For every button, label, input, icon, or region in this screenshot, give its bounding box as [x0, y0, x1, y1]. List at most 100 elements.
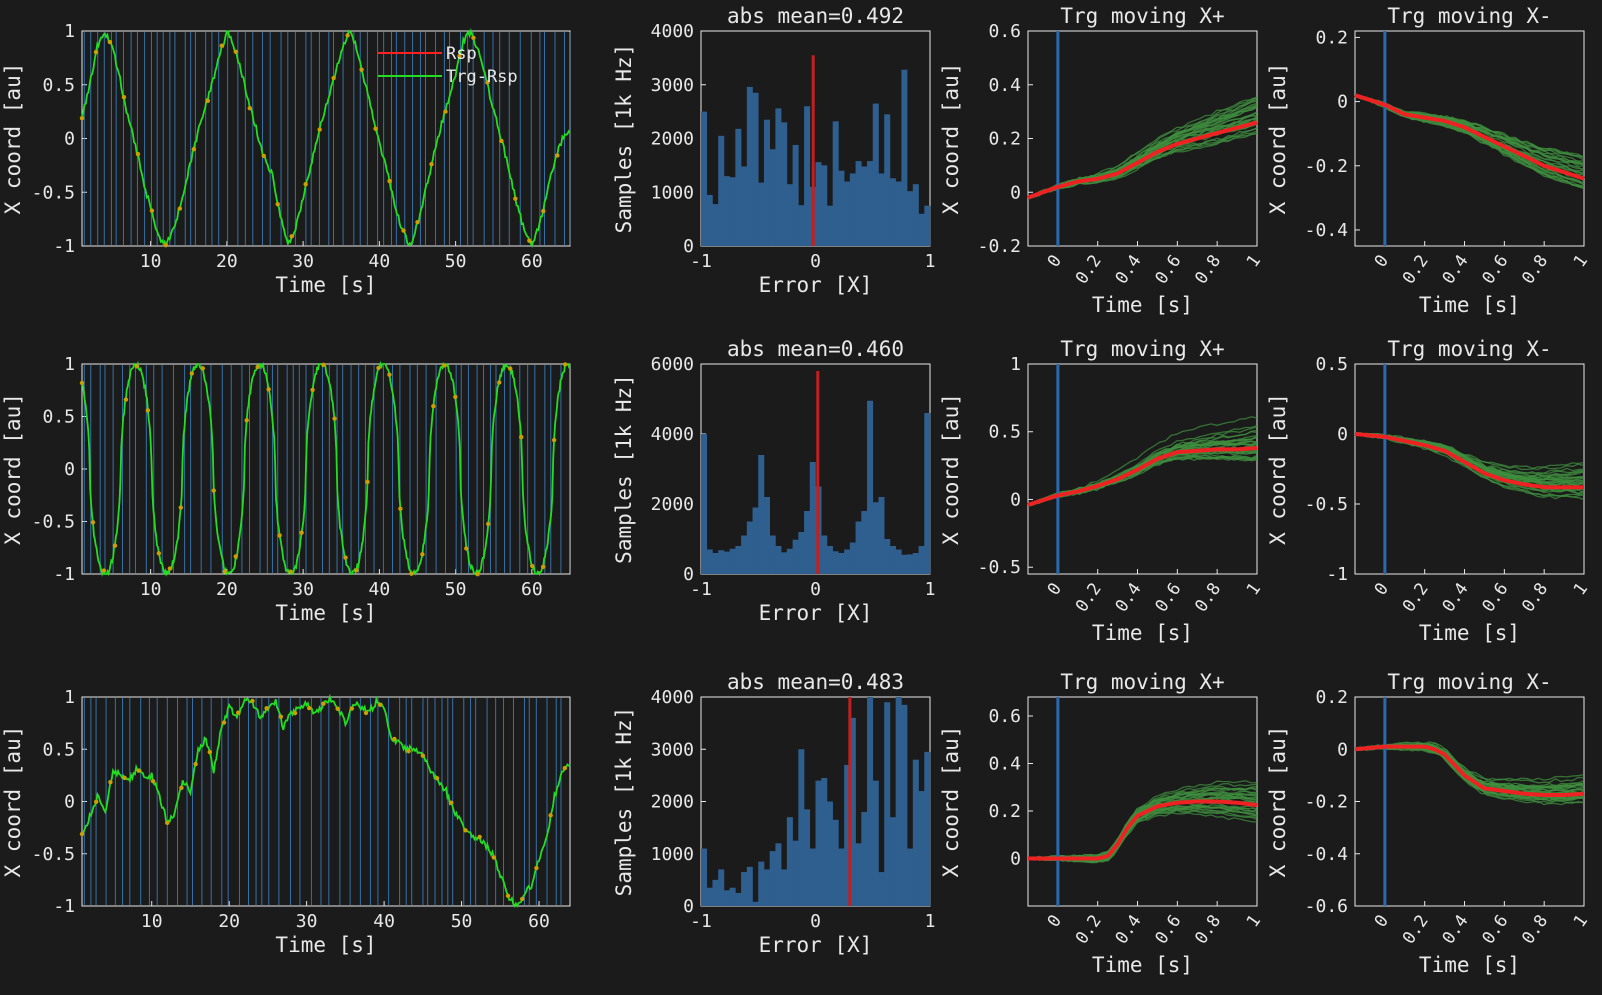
- y-tick-label: 0: [64, 792, 75, 813]
- x-tick-label: 20: [218, 911, 240, 932]
- y-tick-label: -0.5: [1305, 494, 1348, 515]
- chart-title: Trg moving X+: [1060, 337, 1224, 361]
- sample-marker: [464, 546, 469, 551]
- sample-marker: [415, 219, 420, 225]
- histogram-bar: [844, 181, 851, 246]
- y-tick-label: 0: [1010, 489, 1021, 510]
- histogram-bar: [792, 840, 799, 906]
- x-tick-label: 30: [296, 911, 318, 932]
- histogram-bar: [763, 869, 770, 906]
- y-axis-label: X coord [au]: [1266, 726, 1290, 878]
- panel-r2-minus: 0 0.2 0.4 0.6 0.8 1 -1 -0.5 0 0.5 Time [s] X coord …: [1266, 337, 1592, 645]
- histogram-bar: [752, 92, 759, 246]
- y-tick-label: 0.6: [988, 706, 1021, 727]
- histogram-bar: [741, 535, 748, 574]
- x-tick-label: 0.4: [1112, 911, 1146, 948]
- response-line: [81, 693, 571, 909]
- x-tick-label: 1: [1243, 251, 1265, 271]
- histogram-bar: [832, 819, 839, 906]
- y-tick-label: 0.5: [988, 422, 1021, 443]
- sample-marker: [485, 80, 490, 85]
- sample-marker: [486, 521, 491, 527]
- histogram-bar: [901, 554, 908, 574]
- histogram-bar: [832, 551, 839, 574]
- x-tick-label: 10: [140, 579, 162, 600]
- histogram-bar: [872, 103, 879, 246]
- histogram-bar: [884, 114, 891, 246]
- histogram-bar: [872, 502, 879, 574]
- sample-marker: [359, 67, 364, 72]
- histogram-bar: [701, 111, 708, 246]
- x-tick-label: 1: [925, 251, 936, 272]
- x-tick-label: 0: [1371, 579, 1393, 599]
- panel-r2-trace: 10 20 30 40 50 60 -1 -0.5 0 0.5 1 Time [s] X coord […: [1, 354, 571, 625]
- histogram-bar: [718, 135, 725, 246]
- histogram-bar: [924, 205, 931, 246]
- sample-marker: [303, 182, 308, 187]
- x-tick-label: 0: [810, 911, 821, 932]
- x-tick-label: 0.4: [1439, 911, 1473, 948]
- trial-trace: [1355, 432, 1584, 482]
- histogram-bar: [907, 554, 914, 574]
- sample-marker: [79, 380, 85, 386]
- sample-marker: [150, 778, 156, 784]
- sample-marker: [365, 479, 370, 485]
- histogram-bar: [878, 872, 885, 906]
- sample-marker: [376, 365, 381, 371]
- y-tick-label: 1000: [651, 182, 694, 203]
- histogram-bar: [718, 550, 725, 574]
- sample-marker: [349, 706, 355, 711]
- sample-marker: [163, 243, 169, 248]
- x-tick-label: 1: [1570, 251, 1592, 271]
- histogram-bar: [706, 549, 713, 574]
- x-axis-label: Time [s]: [1419, 953, 1520, 977]
- histogram-bar: [746, 866, 753, 906]
- chart-title: Trg moving X-: [1387, 4, 1551, 28]
- y-tick-label: 1: [64, 687, 75, 708]
- sample-marker: [79, 116, 85, 121]
- mean-trace: [1028, 799, 1258, 861]
- y-tick-label: -0.4: [1305, 220, 1348, 241]
- histogram-bar: [884, 539, 891, 574]
- y-tick-label: 0: [683, 896, 694, 917]
- y-axis-label: X coord [au]: [1266, 393, 1290, 545]
- histogram-bar: [723, 551, 730, 574]
- sample-marker: [123, 397, 129, 402]
- x-tick-label: 50: [445, 579, 467, 600]
- chart-title: Trg moving X-: [1387, 670, 1551, 694]
- sample-marker: [392, 736, 397, 742]
- target-line: [81, 28, 571, 248]
- x-tick-label: 0.8: [1518, 579, 1552, 616]
- histogram-bar: [712, 553, 719, 574]
- histogram-bar: [746, 86, 753, 247]
- x-tick-label: 50: [451, 911, 473, 932]
- histogram-bar: [746, 521, 753, 574]
- x-axis-label: Error [X]: [759, 601, 873, 625]
- x-axis-label: Error [X]: [759, 933, 873, 957]
- histogram-bar: [855, 161, 862, 246]
- x-tick-label: 0.6: [1151, 579, 1185, 616]
- histogram-bar: [918, 546, 925, 574]
- sample-marker: [310, 387, 315, 393]
- sample-marker: [442, 363, 447, 368]
- y-tick-label: -0.4: [1305, 844, 1348, 865]
- sample-marker: [519, 434, 524, 440]
- sample-marker: [261, 153, 266, 159]
- sample-marker: [275, 202, 280, 207]
- trial-trace: [1028, 96, 1257, 198]
- sample-marker: [93, 49, 99, 55]
- x-tick-label: -1: [690, 579, 712, 600]
- sample-marker: [453, 394, 458, 400]
- x-tick-label: 0.2: [1399, 251, 1433, 288]
- histogram-bar: [741, 872, 748, 906]
- x-tick-label: 50: [445, 251, 467, 272]
- x-tick-label: 0.2: [1072, 251, 1106, 288]
- histogram-bar: [912, 184, 919, 246]
- sample-marker: [499, 138, 504, 144]
- sample-marker: [398, 506, 403, 511]
- axes-box: [1354, 30, 1585, 247]
- x-tick-label: 1: [925, 911, 936, 932]
- histogram-bar: [918, 213, 925, 246]
